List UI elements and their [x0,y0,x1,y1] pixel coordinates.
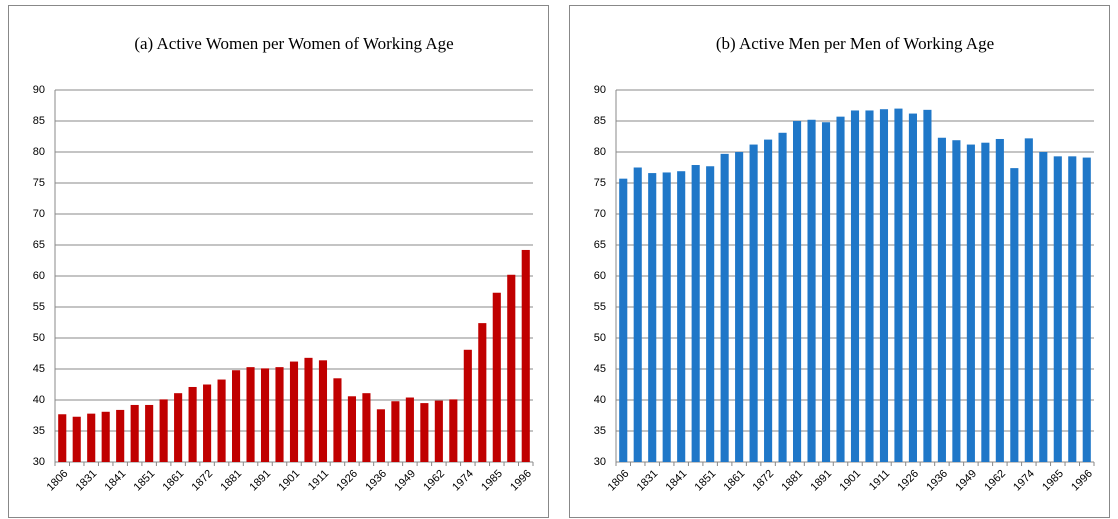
bar [894,108,903,462]
bar [706,166,715,462]
bar [405,397,414,462]
y-tick-label: 75 [594,177,606,189]
y-tick-label: 80 [33,146,45,158]
bar [188,386,197,462]
bar [619,178,628,462]
y-tick-label: 55 [594,301,606,313]
y-tick-label: 40 [33,394,45,406]
y-tick-label: 90 [33,84,45,96]
bar [662,172,671,462]
bar [463,349,472,462]
bar [145,404,154,462]
y-tick-label: 50 [594,332,606,344]
bar [174,393,183,462]
y-tick-label: 85 [33,115,45,127]
y-tick-label: 70 [594,208,606,220]
bar [923,109,932,462]
bar [879,109,889,462]
bar [981,142,990,462]
bar [764,139,773,462]
bar [318,360,328,462]
bar [304,357,313,462]
bar [87,413,96,462]
bar [865,110,874,463]
bar [58,414,67,462]
bar [937,137,946,463]
y-tick-label: 80 [594,146,606,158]
bar [449,399,458,462]
bar [633,167,642,462]
bar [952,140,961,462]
bar [232,370,241,462]
y-tick-label: 55 [33,301,45,313]
bar [420,403,429,462]
bar [1053,156,1062,462]
bar [807,119,816,462]
bar [793,121,802,462]
y-tick-label: 85 [594,115,606,127]
bar [289,361,299,462]
bar [275,367,284,462]
bar [246,367,255,462]
bar [720,153,729,463]
bar [1024,138,1033,463]
bar [677,171,686,462]
bar [1068,156,1077,462]
y-tick-label: 30 [33,456,45,468]
bar [391,401,400,462]
bar [362,393,371,462]
y-tick-label: 40 [594,394,606,406]
bar [260,368,270,462]
bar [478,323,487,462]
bar [116,409,125,462]
y-tick-label: 70 [33,208,45,220]
chart-title: (a) Active Women per Women of Working Ag… [134,34,453,53]
bar [72,416,81,462]
bar [850,110,860,463]
bar [735,152,744,462]
y-tick-label: 45 [594,363,606,375]
y-tick-label: 65 [594,239,606,251]
y-tick-label: 90 [594,84,606,96]
bar [836,116,845,462]
y-tick-label: 75 [33,177,45,189]
y-tick-label: 35 [594,425,606,437]
bar [691,165,700,462]
bar [203,384,212,462]
bar [434,400,443,462]
y-tick-label: 65 [33,239,45,251]
bar [333,378,342,462]
bar [492,292,501,462]
bar [966,144,975,462]
bar [507,274,516,462]
bar [521,249,530,462]
bar [376,409,385,462]
bar [101,411,110,462]
bar [749,144,758,462]
bar [778,132,787,462]
y-tick-label: 60 [33,270,45,282]
y-tick-label: 30 [594,456,606,468]
bar [1010,168,1019,462]
bar [347,396,356,462]
bar [648,173,657,462]
bar [130,404,139,462]
bar [995,138,1004,463]
y-tick-label: 60 [594,270,606,282]
y-tick-label: 45 [33,363,45,375]
y-tick-label: 50 [33,332,45,344]
bar [1039,152,1048,462]
y-tick-label: 35 [33,425,45,437]
bar [1082,157,1091,462]
bar [217,379,226,462]
bar [159,399,168,462]
bar [908,113,917,462]
chart-title: (b) Active Men per Men of Working Age [716,34,994,53]
bar [821,122,831,463]
